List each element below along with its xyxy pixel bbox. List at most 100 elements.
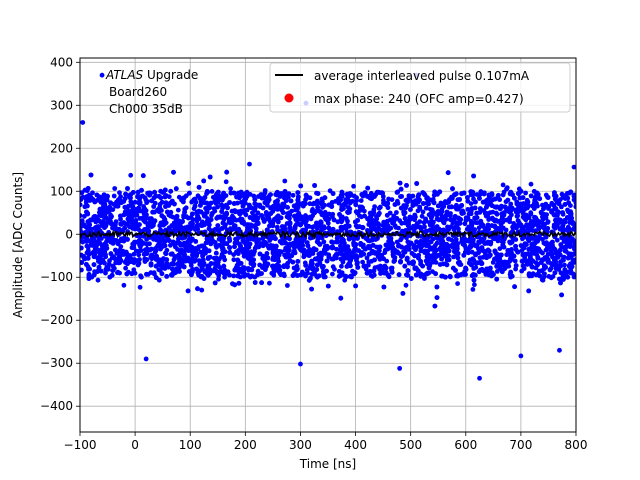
scatter-point — [565, 207, 570, 213]
scatter-point — [330, 226, 336, 232]
scatter-point — [230, 216, 236, 222]
scatter-point — [200, 253, 206, 259]
scatter-point — [500, 192, 506, 198]
scatter-point — [88, 172, 94, 178]
scatter-point — [478, 267, 483, 273]
scatter-point — [281, 224, 287, 230]
scatter-point — [212, 255, 217, 261]
scatter-point — [81, 254, 86, 259]
scatter-point — [412, 266, 418, 271]
scatter-point — [122, 225, 127, 231]
scatter-point — [500, 182, 506, 188]
scatter-point — [520, 258, 526, 264]
scatter-point — [322, 195, 328, 201]
scatter-point — [399, 220, 405, 226]
scatter-point — [377, 252, 383, 258]
scatter-point — [312, 183, 317, 188]
scatter-point — [121, 282, 127, 288]
scatter-point — [90, 190, 95, 196]
scatter-point — [132, 239, 137, 245]
scatter-point — [222, 257, 228, 263]
scatter-point — [398, 186, 404, 192]
scatter-point — [263, 210, 269, 215]
scatter-point — [310, 251, 316, 256]
scatter-point — [386, 196, 391, 202]
scatter-point — [535, 255, 541, 261]
scatter-point — [524, 197, 530, 203]
scatter-point — [221, 263, 227, 269]
scatter-point — [91, 262, 97, 267]
scatter-point — [413, 272, 419, 278]
scatter-point — [563, 248, 569, 254]
scatter-point — [348, 274, 353, 279]
scatter-point — [573, 200, 576, 206]
scatter-point — [308, 276, 313, 281]
scatter-point — [262, 267, 268, 272]
scatter-point — [112, 221, 118, 227]
scatter-point — [90, 243, 95, 248]
scatter-point — [497, 246, 503, 252]
scatter-point — [252, 197, 258, 203]
scatter-point — [382, 222, 388, 228]
scatter-point — [195, 286, 200, 292]
scatter-point — [80, 202, 83, 208]
scatter-point — [454, 220, 460, 226]
scatter-point — [405, 272, 411, 278]
scatter-point — [407, 194, 413, 200]
scatter-point — [161, 215, 167, 220]
scatter-point — [233, 265, 239, 271]
scatter-point — [463, 265, 468, 271]
scatter-point — [268, 211, 274, 216]
scatter-point — [224, 211, 230, 217]
scatter-point — [446, 227, 451, 233]
scatter-point — [381, 256, 386, 262]
scatter-point — [524, 258, 529, 264]
scatter-point — [242, 221, 248, 227]
scatter-point — [181, 195, 187, 201]
scatter-point — [335, 239, 340, 245]
scatter-point — [288, 198, 294, 204]
scatter-point — [519, 248, 525, 254]
scatter-point — [258, 242, 263, 248]
scatter-point — [568, 216, 573, 222]
scatter-point — [144, 199, 150, 205]
scatter-point — [128, 219, 134, 225]
scatter-point — [567, 242, 573, 247]
scatter-point — [236, 269, 242, 275]
scatter-point — [219, 209, 225, 215]
scatter-point — [244, 189, 250, 195]
scatter-point — [266, 245, 272, 251]
scatter-point — [216, 228, 221, 234]
scatter-point — [358, 198, 364, 204]
scatter-point — [417, 224, 423, 230]
scatter-point — [531, 189, 537, 194]
scatter-point — [257, 251, 263, 257]
scatter-point — [381, 284, 387, 290]
scatter-point — [153, 275, 159, 281]
scatter-point — [418, 238, 424, 244]
scatter-point — [565, 195, 571, 201]
scatter-point — [426, 260, 431, 266]
scatter-point — [468, 201, 474, 207]
scatter-point — [392, 202, 398, 207]
scatter-point — [195, 222, 200, 228]
scatter-point — [207, 174, 213, 180]
scatter-point — [553, 217, 558, 223]
scatter-point — [493, 210, 499, 216]
scatter-point — [86, 266, 91, 272]
scatter-point — [295, 190, 301, 196]
scatter-point — [400, 291, 406, 296]
scatter-point — [385, 272, 391, 278]
scatter-point — [166, 203, 172, 208]
scatter-point — [329, 244, 335, 250]
scatter-point — [339, 248, 345, 254]
scatter-point — [439, 256, 444, 262]
scatter-point — [482, 240, 488, 246]
scatter-point — [474, 220, 480, 226]
scatter-point — [125, 186, 130, 191]
scatter-point — [472, 282, 477, 288]
scatter-point — [231, 273, 237, 279]
scatter-point — [353, 242, 359, 247]
scatter-point — [345, 244, 351, 250]
scatter-point — [91, 237, 97, 243]
